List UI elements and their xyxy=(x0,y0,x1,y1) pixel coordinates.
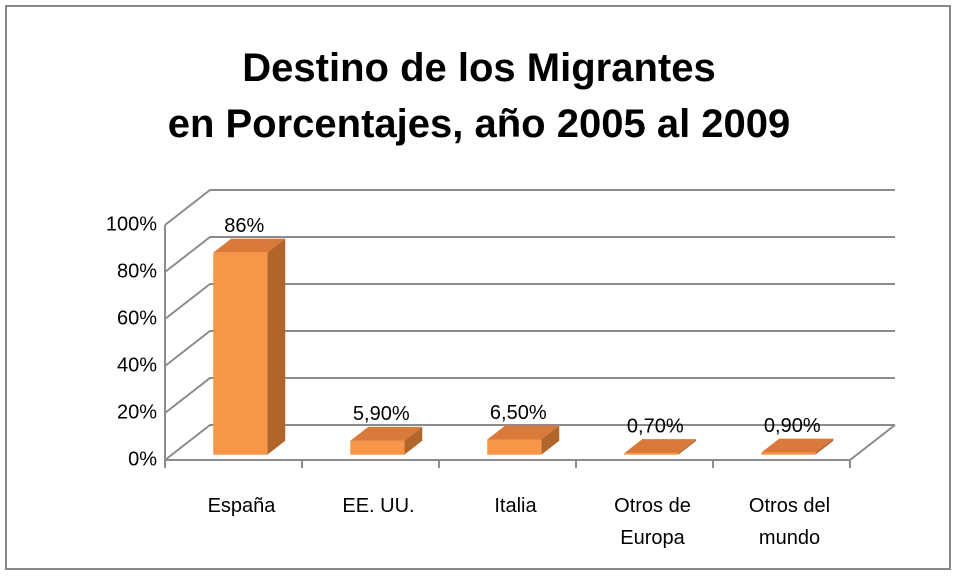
bar-side xyxy=(678,439,697,455)
value-label: 0,90% xyxy=(764,415,821,437)
y-tick-label: 80% xyxy=(117,260,157,282)
bar-top xyxy=(761,438,834,453)
bar xyxy=(350,440,405,455)
bar-side xyxy=(815,438,834,455)
bar-top xyxy=(350,426,423,441)
value-label: 6,50% xyxy=(490,402,547,424)
bar xyxy=(761,452,816,455)
grid-line xyxy=(164,189,895,226)
y-tick-label: 20% xyxy=(117,401,157,423)
y-tick-label: 40% xyxy=(117,354,157,376)
x-tick-label: Otros del mundo xyxy=(748,495,831,549)
value-label: 5,90% xyxy=(353,403,410,425)
bar xyxy=(213,252,268,455)
grid-line xyxy=(164,377,895,414)
x-tick-label: EE. UU. xyxy=(342,495,415,517)
grid-line xyxy=(164,236,895,273)
x-tick-label: Otros de Europa xyxy=(614,495,691,549)
x-tick-label: España xyxy=(207,495,276,517)
bar-side xyxy=(267,238,286,455)
bar xyxy=(487,439,542,455)
bar-side xyxy=(404,426,423,455)
bar xyxy=(624,453,679,455)
y-tick-label: 0% xyxy=(128,448,157,470)
bar-top xyxy=(624,439,697,454)
bar-side xyxy=(541,425,560,455)
x-tick-label: Italia xyxy=(494,495,537,517)
chart-border xyxy=(5,5,951,570)
y-tick-label: 60% xyxy=(117,307,157,329)
y-tick-label: 100% xyxy=(106,213,157,235)
value-label: 86% xyxy=(224,215,264,237)
bar-top xyxy=(487,425,560,440)
grid-line xyxy=(164,330,895,367)
grid-line xyxy=(164,424,895,461)
bar-top xyxy=(213,238,286,253)
grid-line xyxy=(164,283,895,320)
chart-title: Destino de los Migrantes en Porcentajes,… xyxy=(167,46,791,146)
value-label: 0,70% xyxy=(627,415,684,437)
